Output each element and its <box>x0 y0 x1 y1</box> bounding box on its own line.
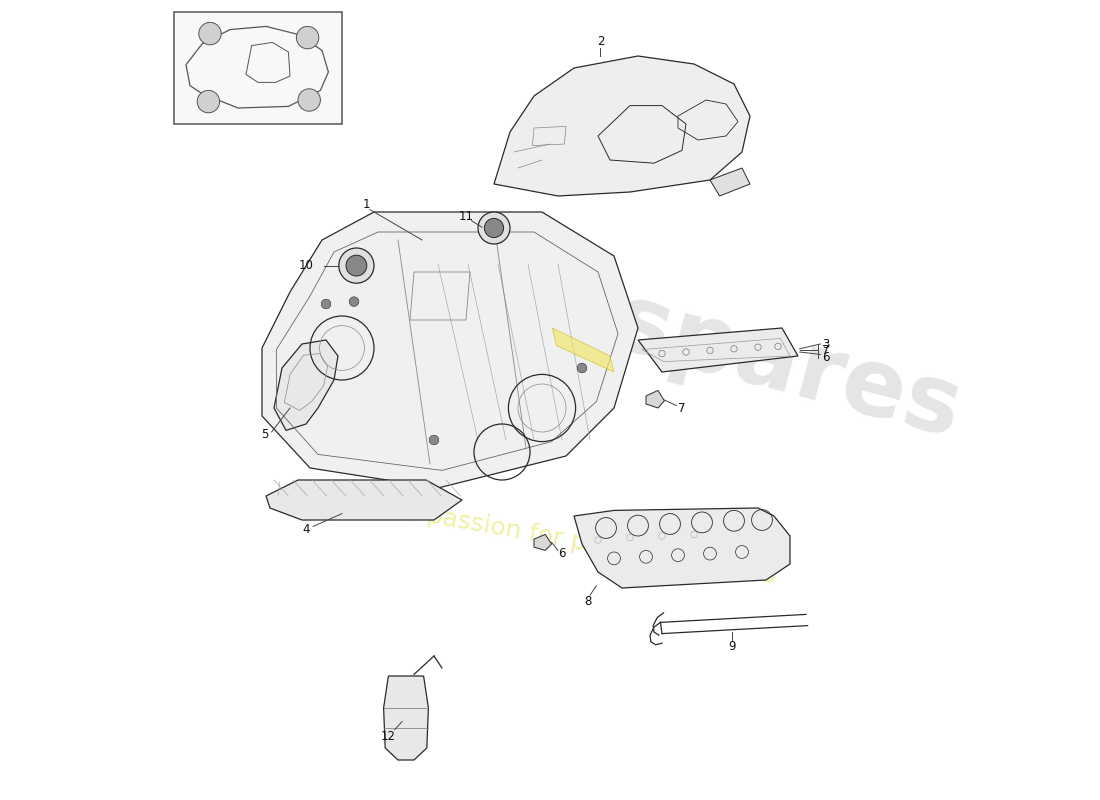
Text: 4: 4 <box>302 523 310 536</box>
Circle shape <box>346 255 366 276</box>
Polygon shape <box>274 340 338 430</box>
Bar <box>174 12 342 124</box>
Text: 12: 12 <box>381 730 396 742</box>
Circle shape <box>298 89 320 111</box>
Circle shape <box>339 248 374 283</box>
Circle shape <box>296 26 319 49</box>
Polygon shape <box>574 508 790 588</box>
Circle shape <box>199 22 221 45</box>
Text: 5: 5 <box>261 428 268 441</box>
Text: 10: 10 <box>299 259 314 272</box>
Circle shape <box>478 212 510 244</box>
Text: 9: 9 <box>728 640 736 653</box>
Polygon shape <box>494 56 750 196</box>
Polygon shape <box>638 328 798 372</box>
Text: 11: 11 <box>459 210 473 222</box>
Text: 1: 1 <box>362 198 370 210</box>
Text: a passion for parts since 1985: a passion for parts since 1985 <box>402 499 779 589</box>
Circle shape <box>197 90 220 113</box>
Polygon shape <box>262 212 638 488</box>
Text: 7: 7 <box>822 344 829 357</box>
Text: 6: 6 <box>822 351 829 364</box>
Text: 2: 2 <box>596 35 604 48</box>
Text: 8: 8 <box>585 595 592 608</box>
Circle shape <box>429 435 439 445</box>
Text: 3: 3 <box>822 338 829 350</box>
Polygon shape <box>552 328 614 372</box>
Circle shape <box>321 299 331 309</box>
Circle shape <box>578 363 586 373</box>
Polygon shape <box>710 168 750 196</box>
Text: 6: 6 <box>558 547 565 560</box>
Polygon shape <box>646 390 664 408</box>
Text: eurospares: eurospares <box>370 214 970 458</box>
Circle shape <box>349 297 359 306</box>
Polygon shape <box>384 676 428 760</box>
Polygon shape <box>534 534 551 550</box>
Circle shape <box>484 218 504 238</box>
Polygon shape <box>266 480 462 520</box>
Text: 7: 7 <box>678 402 685 414</box>
